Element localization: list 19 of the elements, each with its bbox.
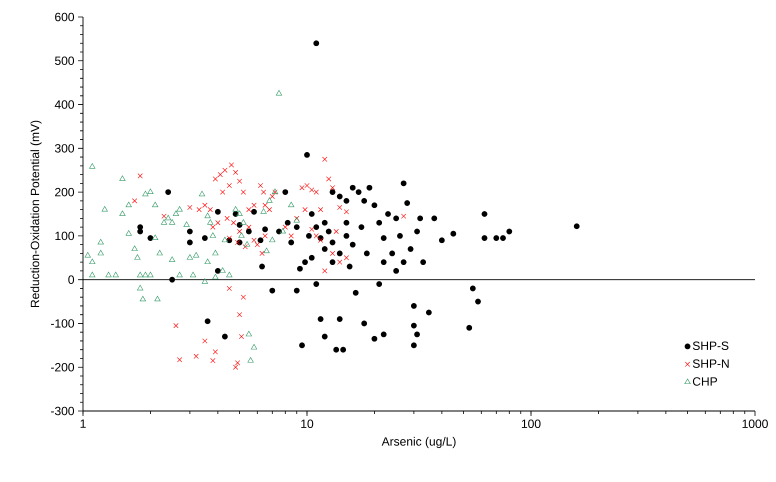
y-tick-label: -300: [51, 406, 74, 416]
legend-label: SHP-S: [692, 341, 728, 350]
x-tick-label: 1000: [742, 420, 768, 428]
x-axis-title: Arsenic (ug/L): [382, 436, 456, 448]
x-tick-label: 1: [80, 420, 86, 428]
y-tick-label: 400: [54, 100, 74, 109]
y-tick-label: -200: [51, 362, 74, 372]
y-tick-label: -100: [51, 319, 74, 328]
y-tick-label: 300: [54, 144, 74, 153]
y-tick-label: 600: [55, 12, 74, 22]
y-tick-label: 500: [54, 56, 74, 66]
legend-label: CHP: [692, 377, 718, 386]
y-axis-title: Reduction-Oxidation Potential (mV): [30, 120, 42, 308]
x-tick-label: 10: [301, 420, 314, 428]
y-tick-label: 100: [55, 232, 74, 240]
x-tick-label: 100: [522, 420, 541, 428]
legend-label: SHP-N: [692, 359, 729, 368]
y-tick-label: 200: [55, 188, 74, 196]
y-tick-label: 0: [68, 275, 74, 284]
